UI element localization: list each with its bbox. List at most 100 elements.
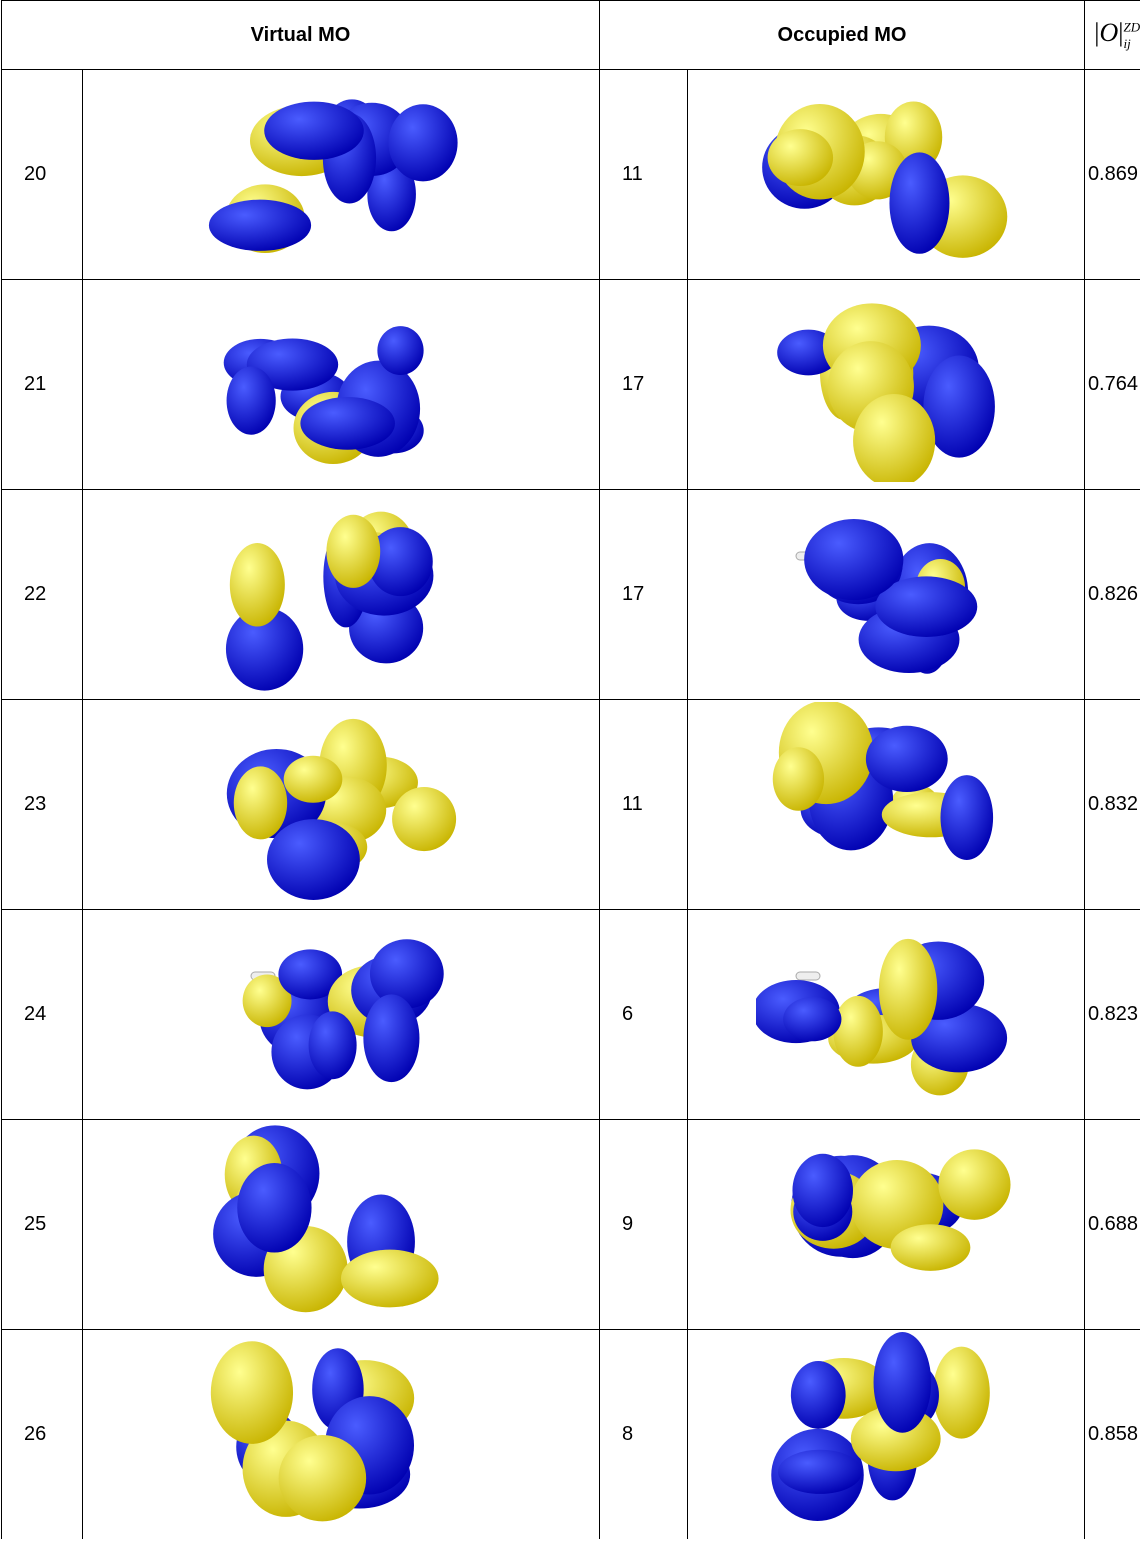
virtual-mo-index: 23: [1, 699, 83, 910]
lobe: [875, 575, 978, 637]
lobe: [777, 1449, 863, 1494]
lobe: [326, 514, 381, 588]
lobe: [890, 1223, 971, 1271]
virtual-mo-cell: [82, 699, 600, 910]
orbital-image: [242, 938, 444, 1089]
lobe: [938, 1148, 1011, 1220]
virtual-mo-index: 25: [1, 1119, 83, 1330]
lobe: [242, 973, 292, 1027]
lobe: [772, 746, 825, 811]
lobe: [237, 1162, 312, 1253]
orbital-image: [777, 302, 995, 488]
overlap-sub: ij: [1123, 35, 1131, 51]
lobe: [210, 1340, 294, 1444]
lobe: [300, 396, 395, 450]
lobe: [208, 199, 312, 251]
lobe: [264, 101, 364, 160]
occupied-mo-cell: [687, 69, 1085, 280]
table-row: 25 9 0.688: [1, 1119, 1140, 1330]
lobe: [246, 337, 339, 391]
overlap-value: 0.869: [1084, 69, 1140, 280]
orbital-image: [771, 1331, 990, 1521]
virtual-mo-index: 26: [1, 1329, 83, 1539]
orbital-image: [208, 98, 458, 253]
orbital-image: [210, 1340, 415, 1521]
overlap-value: 0.832: [1084, 699, 1140, 910]
lobe: [853, 393, 936, 488]
lobe: [278, 948, 343, 999]
header-row: Virtual MO Occupied MO |O|ZDOij: [1, 0, 1140, 70]
virtual-mo-index: 22: [1, 489, 83, 700]
table-row: 20 11 0.869: [1, 69, 1140, 280]
virtual-mo-cell: [82, 69, 600, 280]
header-overlap: |O|ZDOij: [1084, 0, 1140, 70]
lobe: [340, 1249, 439, 1307]
occupied-mo-cell: [687, 1119, 1085, 1330]
occupied-mo-cell: [687, 1329, 1085, 1539]
lobe: [392, 786, 457, 851]
overlap-value: 0.826: [1084, 489, 1140, 700]
overlap-value: 0.688: [1084, 1119, 1140, 1330]
lobe: [278, 1434, 367, 1521]
occupied-mo-index: 17: [599, 489, 688, 700]
occupied-mo-index: 11: [599, 69, 688, 280]
orbital-image: [762, 100, 1008, 258]
virtual-mo-index: 24: [1, 909, 83, 1120]
overlap-value: 0.764: [1084, 279, 1140, 490]
overlap-value: 0.858: [1084, 1329, 1140, 1539]
occupied-mo-index: 9: [599, 1119, 688, 1330]
lobe: [363, 993, 420, 1082]
overlap-symbol: |O|ZDOij: [1094, 18, 1140, 50]
virtual-mo-cell: [82, 1329, 600, 1539]
lobe: [911, 1003, 1008, 1072]
lobe: [308, 1010, 357, 1079]
occupied-mo-index: 8: [599, 1329, 688, 1539]
lobe: [878, 938, 938, 1040]
lobe: [783, 996, 842, 1041]
lobe: [229, 542, 285, 627]
occupied-mo-cell: [687, 699, 1085, 910]
virtual-mo-index: 20: [1, 69, 83, 280]
table-row: 21 17 0.764: [1, 279, 1140, 490]
lobe: [865, 725, 948, 792]
lobe: [933, 1346, 990, 1439]
orbital-image: [752, 938, 1008, 1095]
occupied-mo-index: 11: [599, 699, 688, 910]
virtual-mo-cell: [82, 909, 600, 1120]
lobe: [767, 128, 834, 186]
lobe: [233, 765, 288, 839]
table-row: 22 17 0.826: [1, 489, 1140, 700]
table-body: 20 11 0.869 21 17 0.764 22 17 0.826 23 11 0.832 24 6 0…: [1, 69, 1140, 1539]
overlap-o: O: [1099, 18, 1119, 48]
orbital-image: [795, 518, 978, 674]
lobe: [388, 103, 458, 181]
overlap-sup: ZDO: [1123, 19, 1140, 35]
lobe: [368, 526, 433, 596]
lobe: [377, 325, 424, 375]
orbital-image: [790, 1148, 1011, 1271]
table-row: 24 6 0.823: [1, 909, 1140, 1120]
virtual-mo-index: 21: [1, 279, 83, 490]
occupied-mo-cell: [687, 489, 1085, 700]
lobe: [283, 755, 343, 803]
orbital-image: [226, 718, 457, 900]
lobe: [923, 355, 995, 458]
lobe: [873, 1331, 932, 1433]
orbital-image: [213, 1124, 439, 1312]
orbital-image: [223, 325, 424, 464]
orbital-image: [225, 511, 434, 691]
occupied-mo-cell: [687, 279, 1085, 490]
occupied-mo-cell: [687, 909, 1085, 1120]
virtual-mo-cell: [82, 279, 600, 490]
occupied-mo-index: 6: [599, 909, 688, 1120]
lobe: [226, 366, 276, 435]
virtual-mo-cell: [82, 1119, 600, 1330]
lobe: [225, 606, 304, 691]
lobe: [367, 156, 416, 231]
overlap-value: 0.823: [1084, 909, 1140, 1120]
lobe: [790, 1360, 846, 1429]
lobe: [889, 151, 950, 254]
table-row: 26 8 0.858: [1, 1329, 1140, 1539]
